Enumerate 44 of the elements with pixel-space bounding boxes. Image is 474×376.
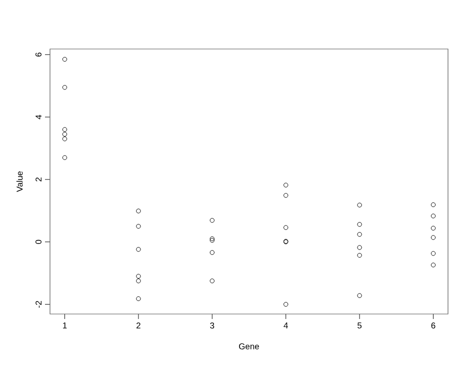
point — [136, 224, 141, 229]
point — [430, 235, 436, 240]
point — [62, 56, 68, 62]
x-tick-label: 1 — [63, 322, 67, 328]
point — [136, 274, 141, 279]
y-axis-title: Value — [16, 171, 23, 192]
x-tick-label: 4 — [284, 322, 288, 328]
y-tick-label: -2 — [36, 300, 42, 308]
point — [430, 262, 436, 268]
point — [284, 193, 288, 198]
point — [357, 232, 362, 237]
point — [136, 208, 141, 214]
point — [136, 247, 141, 252]
point — [357, 252, 362, 258]
y-tick-label: 2 — [36, 178, 42, 182]
x-axis-title: Gene — [239, 343, 259, 350]
y-tick-label: 0 — [35, 240, 42, 244]
y-tick-label: 4 — [36, 114, 42, 120]
point — [210, 278, 214, 284]
point — [284, 302, 288, 307]
point — [62, 127, 68, 132]
point — [136, 278, 141, 284]
point — [62, 132, 68, 137]
point — [430, 214, 436, 218]
point — [210, 218, 214, 223]
point — [430, 251, 436, 256]
y-tick-label: 6 — [35, 52, 42, 57]
point — [357, 202, 362, 208]
point — [357, 245, 362, 250]
x-tick-label: 3 — [210, 322, 214, 329]
point — [357, 293, 362, 298]
point — [136, 296, 141, 302]
point — [62, 136, 68, 142]
point — [62, 155, 68, 160]
x-tick-label: 6 — [431, 322, 436, 329]
x-tick-label: 2 — [136, 322, 140, 328]
point — [62, 85, 68, 90]
point — [284, 182, 288, 188]
point — [430, 226, 436, 231]
point — [357, 222, 362, 227]
point — [430, 202, 436, 208]
x-tick-label: 5 — [358, 322, 362, 328]
point — [210, 250, 214, 255]
point — [284, 225, 288, 230]
